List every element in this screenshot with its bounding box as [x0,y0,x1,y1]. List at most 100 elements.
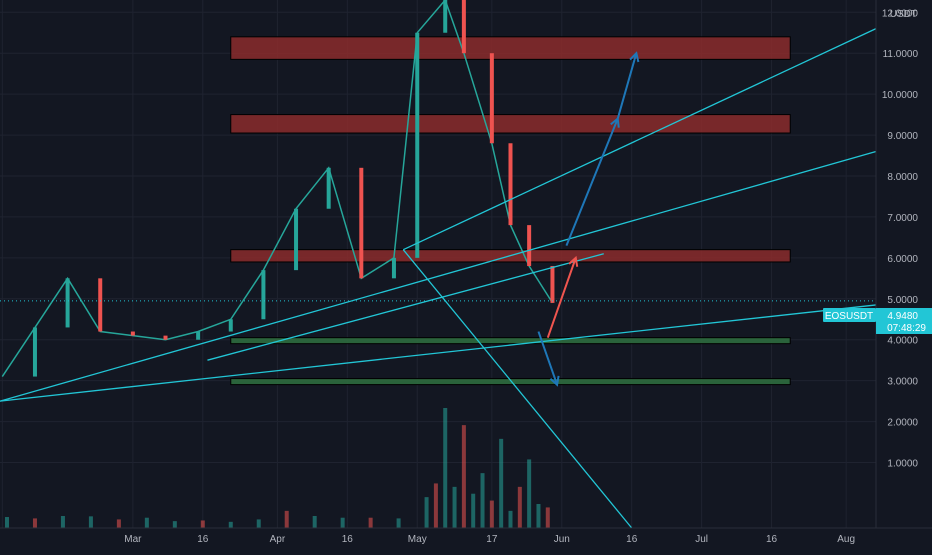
volume-bar [116,519,121,528]
price-candle [443,0,448,33]
volume-bar [489,500,494,528]
y-tick-label: 1.0000 [887,459,918,470]
price-layer [0,0,876,378]
volume-bar [60,516,65,528]
trendline-1[interactable] [0,150,877,402]
volume-bar [452,486,457,528]
volume-bar [32,518,37,528]
price-line [1,0,554,378]
volume-bar [256,519,261,528]
price-candle [261,270,266,320]
price-candle [130,331,135,336]
x-tick-label: 16 [766,534,778,545]
support-zone-0[interactable] [230,337,791,345]
volume-bar [499,438,504,528]
volume-bar [424,497,429,528]
trendline-3[interactable] [207,253,604,361]
price-candle [326,167,331,209]
arrow-red-shaft[interactable] [546,257,577,339]
volume-bar [396,518,401,528]
volume-bar [172,521,177,528]
trendline-0[interactable] [0,304,877,402]
price-candle [527,225,532,267]
volume-bar [508,510,513,528]
price-tag[interactable]: 4.9480 07:48:29 [876,308,932,334]
arrow-blue-head [549,375,560,387]
trendline-4[interactable] [402,249,633,529]
zone-layer [230,36,791,386]
y-tick-label: 9.0000 [887,131,918,142]
price-candle [65,278,70,328]
volume-bar [368,517,373,528]
resistance-zone-0[interactable] [230,36,791,60]
x-tick-label: 16 [626,534,638,545]
x-tick-label: 16 [197,534,209,545]
y-tick-label: 12.0000 [882,8,919,19]
price-candle [550,266,555,303]
y-tick-label: 4.0000 [887,336,918,347]
support-zone-1[interactable] [230,378,791,386]
volume-bar [4,517,9,528]
price-candle [196,331,201,340]
volume-bar [471,493,476,528]
volume-bar [144,517,149,528]
price-candle [294,208,299,271]
trend-layer [0,28,877,529]
price-candle [32,327,37,377]
price-candle [508,143,513,226]
volume-bar [536,504,541,528]
volume-bar [545,507,550,528]
bar-countdown-label: 07:48:29 [887,323,926,334]
price-candle [163,335,168,340]
x-tick-label: Apr [270,534,286,545]
x-tick-label: May [408,534,427,545]
price-candle [228,319,233,332]
volume-bar [284,510,289,528]
arrow-red-head [568,255,579,267]
arrow-blue-shaft[interactable] [565,118,619,246]
resistance-zone-1[interactable] [230,114,791,134]
volume-bar [461,425,466,528]
y-tick-label: 2.0000 [887,418,918,429]
last-price-label: 4.9480 [887,311,918,322]
y-tick-label: 5.0000 [887,295,918,306]
symbol-label: EOSUSDT [825,311,873,322]
x-tick-label: Mar [124,534,142,545]
symbol-tag[interactable]: EOSUSDT [823,308,876,322]
x-tick-label: Aug [837,534,855,545]
price-tag-bg [876,308,932,334]
volume-bar [433,483,438,528]
price-candle [461,0,466,54]
volume-bar [228,521,233,528]
y-tick-label: 10.0000 [882,90,919,101]
y-tick-label: 11.0000 [883,49,919,60]
volume-bar [527,459,532,528]
price-axis[interactable]: 1.0000 2.0000 3.0000 4.0000 5.0000 6.0000 7.00… [882,8,919,469]
volume-bar [443,408,448,528]
volume-layer [4,408,550,528]
y-tick-label: 7.0000 [887,213,918,224]
x-tick-label: 16 [342,534,354,545]
volume-bar [200,520,205,528]
arrow-blue-head [629,51,640,63]
time-axis[interactable]: Mar 16 Apr 16 May 17 Jun 16 Jul 16 Aug [124,534,855,545]
volume-bar [340,517,345,528]
currency-text: USDT [890,9,917,20]
price-candle [359,167,364,279]
y-tick-label: 6.0000 [887,254,918,265]
volume-bar [480,473,485,528]
arrow-blue-shaft[interactable] [537,331,559,386]
trendline-2[interactable] [402,28,877,251]
symbol-tag-bg [823,308,876,322]
x-tick-label: 17 [486,534,498,545]
arrow-blue-shaft[interactable] [616,52,638,119]
price-candle [98,278,103,332]
arrow-layer [537,51,640,387]
currency-label: USDT [890,9,917,20]
x-tick-label: Jul [695,534,708,545]
volume-bar [88,516,93,528]
y-tick-label: 3.0000 [887,377,918,388]
